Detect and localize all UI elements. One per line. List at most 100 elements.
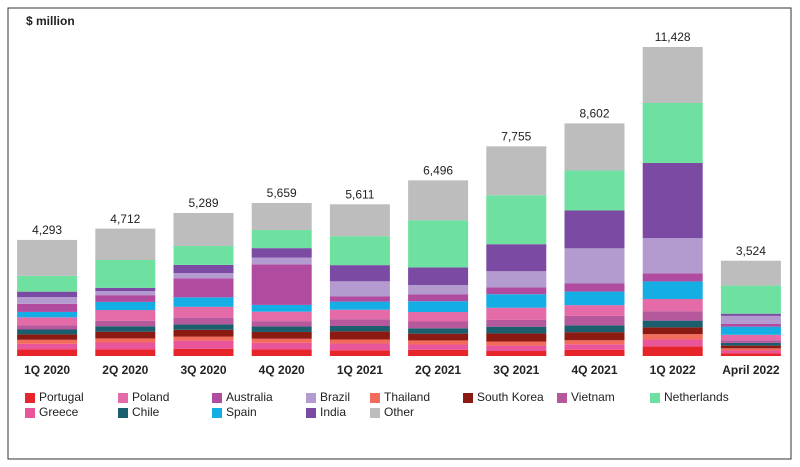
bar-segment xyxy=(251,248,312,258)
bar-segment xyxy=(486,244,547,272)
bar-segment xyxy=(486,341,547,346)
x-tick-label: 2Q 2020 xyxy=(102,363,148,377)
bar-segment xyxy=(329,331,390,340)
legend-label: Chile xyxy=(132,405,160,419)
bar-segment xyxy=(720,340,781,343)
bar-segment xyxy=(564,210,625,249)
bar-segment xyxy=(720,348,781,351)
x-tick-label: 4Q 2020 xyxy=(259,363,305,377)
bar-segment xyxy=(17,291,78,298)
bar-segment xyxy=(17,325,78,330)
bar-segment xyxy=(329,309,390,320)
bar-segment xyxy=(173,340,234,349)
bar-segment xyxy=(95,349,156,356)
bar-segment xyxy=(17,349,78,356)
total-label: 5,659 xyxy=(267,186,297,200)
x-tick-label: 1Q 2021 xyxy=(337,363,383,377)
bar-segment xyxy=(95,291,156,296)
x-tick-label: 3Q 2021 xyxy=(493,363,539,377)
bar-segment xyxy=(173,348,234,356)
bar-segment xyxy=(95,295,156,302)
x-tick-label: 3Q 2020 xyxy=(180,363,226,377)
bar-segment xyxy=(564,349,625,356)
bar-segment xyxy=(251,257,312,265)
bar-segment xyxy=(173,324,234,330)
bar-segment xyxy=(95,287,156,292)
legend-swatch xyxy=(650,393,660,403)
legend-label: Greece xyxy=(39,405,79,419)
bar-segment xyxy=(95,326,156,332)
bar-segment xyxy=(642,320,703,328)
legend-label: Other xyxy=(384,405,414,419)
bar-segment xyxy=(408,294,469,302)
bar-segment xyxy=(486,345,547,351)
bar-segment xyxy=(251,230,312,249)
legend-swatch xyxy=(306,408,316,418)
bar-segment xyxy=(642,102,703,163)
legend-swatch xyxy=(463,393,473,403)
bar-segment xyxy=(642,273,703,282)
bar-segment xyxy=(329,236,390,266)
bar-segment xyxy=(329,301,390,310)
bar-segment xyxy=(564,340,625,345)
bar-segment xyxy=(642,334,703,340)
bar-segment xyxy=(486,195,547,245)
bar-segment xyxy=(251,326,312,332)
bar-segment xyxy=(173,264,234,274)
total-label: 5,611 xyxy=(345,187,374,201)
legend-swatch xyxy=(306,393,316,403)
bar-segment xyxy=(486,146,547,196)
bar-segment xyxy=(408,180,469,221)
total-label: 5,289 xyxy=(188,196,218,210)
bar-segment xyxy=(564,248,625,284)
legend-label: Vietnam xyxy=(571,390,615,404)
bar-segment xyxy=(486,287,547,295)
legend-label: Spain xyxy=(226,405,257,419)
legend-swatch xyxy=(118,393,128,403)
bar-segment xyxy=(720,345,781,349)
bar-segment xyxy=(95,342,156,350)
bar-segment xyxy=(329,296,390,302)
legend-label: South Korea xyxy=(477,390,544,404)
bar-segment xyxy=(251,311,312,322)
bar-segment xyxy=(173,297,234,307)
bar-segment xyxy=(486,319,547,327)
legend-label: India xyxy=(320,405,346,419)
bar-segment xyxy=(408,220,469,268)
legend-swatch xyxy=(25,408,35,418)
bar-segment xyxy=(251,202,312,231)
legend-swatch xyxy=(370,393,380,403)
bar-segment xyxy=(642,299,703,312)
bar-segment xyxy=(720,285,781,314)
bar-segment xyxy=(564,332,625,341)
legend-label: Brazil xyxy=(320,390,350,404)
x-tick-label: April 2022 xyxy=(722,363,780,377)
bar-segment xyxy=(329,325,390,332)
total-label: 4,293 xyxy=(32,223,62,237)
bar-segment xyxy=(642,162,703,239)
bar-segment xyxy=(720,326,781,335)
bar-segment xyxy=(486,294,547,308)
bar-segment xyxy=(486,333,547,342)
x-tick-label: 1Q 2020 xyxy=(24,363,70,377)
bar-segment xyxy=(17,239,78,276)
total-label: 3,524 xyxy=(736,244,766,258)
bar-segment xyxy=(251,304,312,312)
bar-segment xyxy=(564,325,625,333)
bar-segment xyxy=(642,346,703,356)
bar-segment xyxy=(173,278,234,298)
bar-segment xyxy=(642,311,703,321)
total-label: 11,428 xyxy=(655,30,691,44)
bar-segment xyxy=(17,297,78,304)
legend-swatch xyxy=(370,408,380,418)
total-label: 4,712 xyxy=(110,212,140,226)
bar-segment xyxy=(173,245,234,265)
x-tick-label: 2Q 2021 xyxy=(415,363,461,377)
bar-segment xyxy=(329,265,390,282)
bar-segment xyxy=(408,267,469,285)
bar-segment xyxy=(642,281,703,300)
bar-segment xyxy=(173,336,234,341)
legend-label: Poland xyxy=(132,390,169,404)
bar-segment xyxy=(486,350,547,356)
